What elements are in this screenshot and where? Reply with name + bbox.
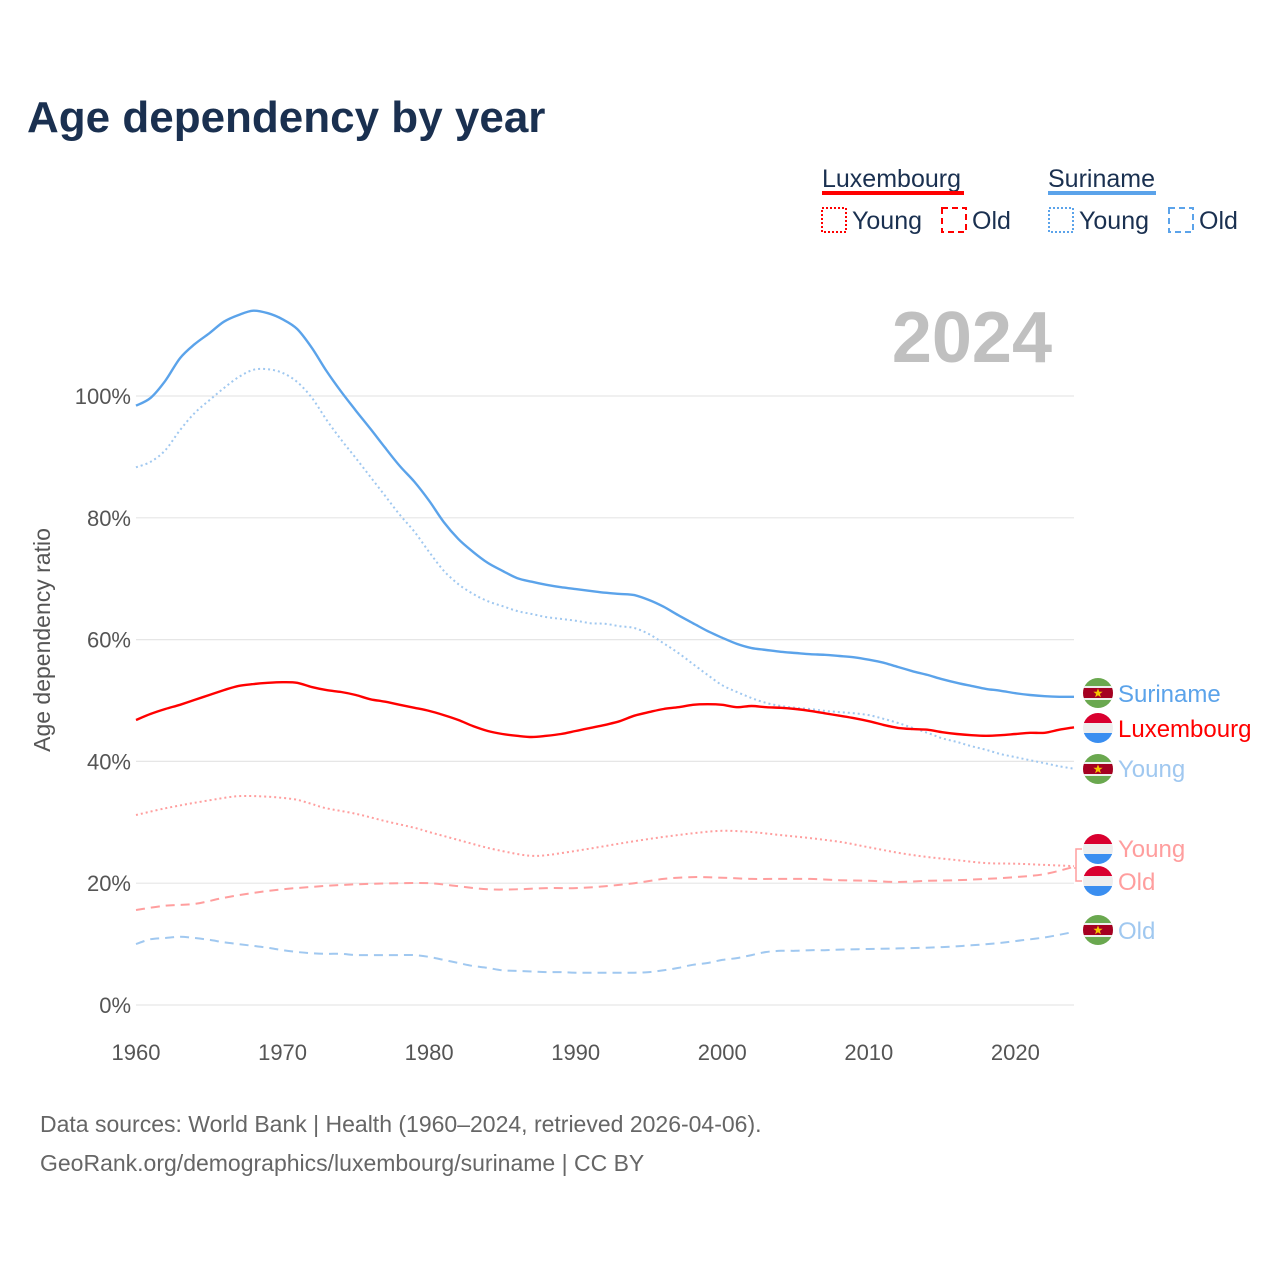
series-line-suriname-young — [135, 367, 1075, 770]
grid — [136, 395, 1074, 1006]
suriname-flag-icon — [1083, 754, 1113, 784]
legend-suriname-young-label: Young — [1079, 207, 1149, 235]
legend-luxembourg-old-label: Old — [972, 207, 1011, 235]
footer-link[interactable]: GeoRank.org/demographics/luxembourg/suri… — [40, 1150, 644, 1176]
legend-suriname-old-label: Old — [1199, 207, 1238, 235]
x-tick-label: 2000 — [698, 1040, 747, 1065]
end-label-luxembourg-young: Young — [1118, 836, 1185, 863]
legend-suriname-swatch — [1048, 191, 1156, 195]
end-label-luxembourg: Luxembourg — [1118, 716, 1251, 743]
x-axis-ticks: 1960 1970 1980 1990 2000 2010 2020 — [112, 1040, 1040, 1065]
y-tick-label: 60% — [87, 628, 131, 653]
year-display: 2024 — [892, 298, 1052, 378]
luxembourg-bracket — [1074, 848, 1082, 882]
end-label-luxembourg-old: Old — [1118, 869, 1155, 896]
series-line-luxembourg-old — [135, 865, 1075, 911]
luxembourg-flag-icon — [1083, 866, 1113, 896]
legend-suriname-label: Suriname — [1048, 165, 1155, 193]
legend-luxembourg-old-swatch — [941, 207, 967, 233]
chart-title: Age dependency by year — [27, 93, 545, 142]
y-tick-label: 20% — [87, 871, 131, 896]
y-axis-label: Age dependency ratio — [29, 528, 55, 752]
legend-luxembourg-swatch — [822, 191, 964, 195]
y-tick-label: 0% — [99, 993, 131, 1018]
series-lines — [135, 309, 1075, 974]
luxembourg-flag-icon — [1083, 834, 1113, 864]
legend-luxembourg-young-swatch — [821, 207, 847, 233]
legend-suriname-old-swatch — [1168, 207, 1194, 233]
legend-luxembourg-young-label: Young — [852, 207, 922, 235]
luxembourg-flag-icon — [1083, 713, 1113, 743]
series-line-suriname — [135, 309, 1075, 699]
legend-suriname-young-swatch — [1048, 207, 1074, 233]
x-tick-label: 1960 — [112, 1040, 161, 1065]
y-tick-label: 80% — [87, 506, 131, 531]
end-label-suriname-old: Old — [1118, 918, 1155, 945]
end-label-suriname-young: Young — [1118, 756, 1185, 783]
y-axis-ticks: 0% 20% 40% 60% 80% 100% — [75, 384, 131, 1018]
y-tick-label: 40% — [87, 749, 131, 774]
series-line-luxembourg-young — [135, 794, 1075, 868]
series-line-suriname-old — [135, 930, 1075, 974]
end-labels: Suriname Luxembourg Young Young Old Old — [1074, 678, 1251, 945]
legend: Luxembourg Young Old Suriname Young Old — [821, 165, 1238, 235]
x-tick-label: 2020 — [991, 1040, 1040, 1065]
y-tick-label: 100% — [75, 384, 131, 409]
end-label-suriname: Suriname — [1118, 681, 1221, 708]
footer-sources: Data sources: World Bank | Health (1960–… — [40, 1111, 762, 1137]
suriname-flag-icon — [1083, 678, 1113, 708]
x-tick-label: 1980 — [405, 1040, 454, 1065]
suriname-flag-icon — [1083, 915, 1113, 945]
series-line-luxembourg — [135, 680, 1075, 739]
x-tick-label: 2010 — [844, 1040, 893, 1065]
x-tick-label: 1970 — [258, 1040, 307, 1065]
x-tick-label: 1990 — [551, 1040, 600, 1065]
legend-luxembourg-label: Luxembourg — [822, 165, 961, 193]
